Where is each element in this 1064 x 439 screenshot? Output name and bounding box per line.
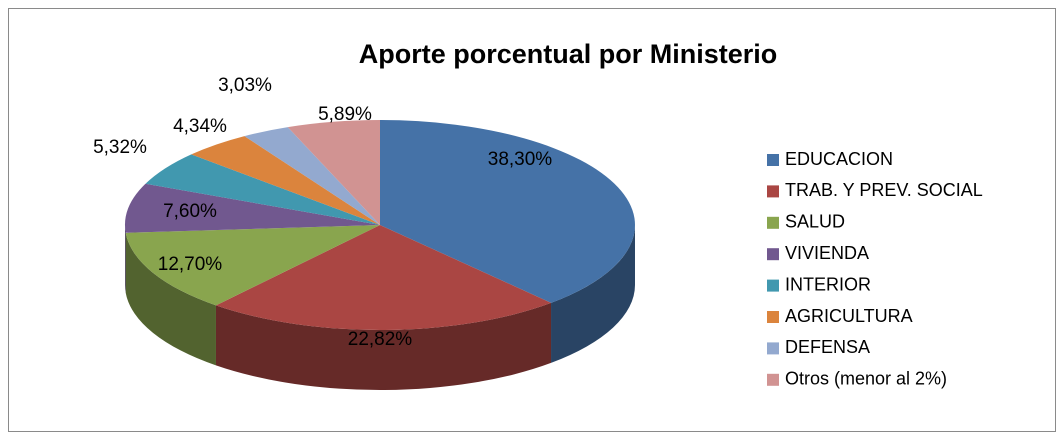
slice	[145, 154, 380, 225]
legend-swatch	[767, 154, 779, 166]
slice-side	[551, 225, 635, 363]
data-label: 5,32%	[93, 137, 147, 158]
chart-title: Aporte porcentual por Ministerio	[359, 39, 778, 69]
legend-label: AGRICULTURA	[785, 306, 913, 326]
legend-swatch	[767, 185, 779, 198]
data-label: 12,70%	[158, 254, 223, 275]
slice	[215, 225, 552, 330]
slice-side	[125, 232, 216, 366]
legend-label: INTERIOR	[785, 274, 871, 294]
legend-label: SALUD	[785, 212, 845, 232]
legend-swatch	[767, 216, 779, 229]
slice-side	[125, 225, 126, 293]
slice-side	[215, 302, 552, 390]
slice	[380, 120, 636, 303]
slice	[191, 136, 380, 225]
data-label: 7,60%	[163, 201, 217, 222]
data-label: 38,30%	[488, 149, 553, 170]
legend-swatch	[767, 373, 779, 386]
legend-swatch	[767, 342, 779, 355]
legend-swatch	[767, 248, 779, 261]
legend-swatch	[767, 311, 779, 323]
data-label: 3,03%	[218, 75, 272, 96]
slice	[287, 120, 380, 225]
legend-label: VIVIENDA	[785, 243, 869, 263]
legend-label: DEFENSA	[785, 337, 870, 357]
data-label: 4,34%	[173, 116, 227, 137]
slice	[244, 127, 380, 225]
data-label: 5,89%	[318, 104, 372, 125]
legend-swatch	[767, 279, 779, 292]
legend-label: EDUCACION	[785, 149, 893, 169]
legend-label: Otros (menor al 2%)	[785, 369, 947, 389]
slice	[125, 225, 380, 306]
legend-label: TRAB. Y PREV. SOCIAL	[785, 180, 983, 200]
slice	[125, 183, 380, 233]
data-label: 22,82%	[348, 329, 413, 350]
